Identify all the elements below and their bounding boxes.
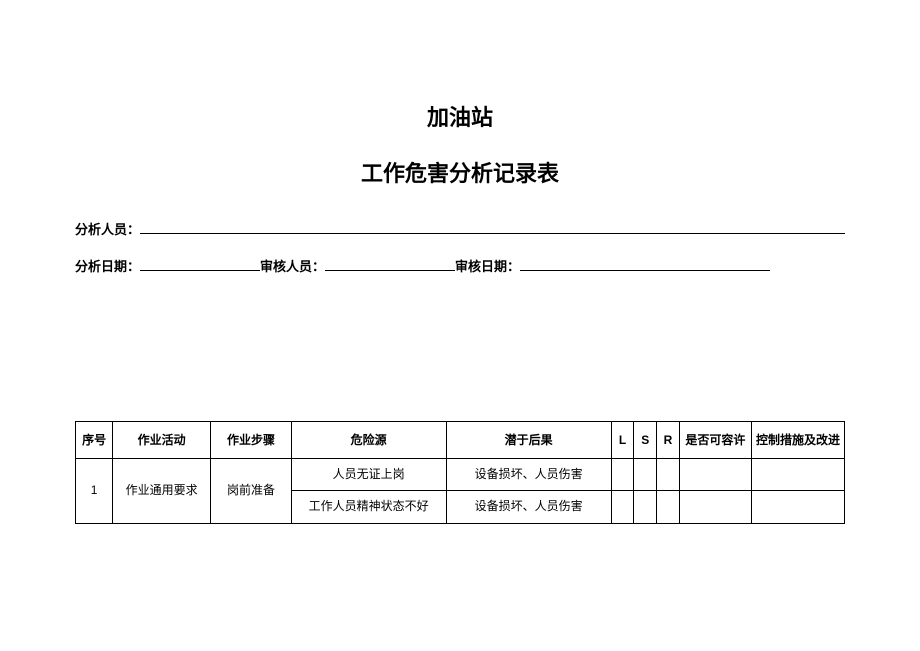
cell-hazard: 工作人员精神状态不好 (291, 491, 446, 523)
table-row: 1 作业通用要求 岗前准备 人员无证上岗 设备损坏、人员伤害 (76, 459, 845, 491)
cell-control (752, 491, 845, 523)
cell-s (634, 459, 657, 491)
cell-seq: 1 (76, 459, 113, 523)
col-r: R (657, 422, 680, 459)
col-hazard: 危险源 (291, 422, 446, 459)
review-date-line (520, 256, 770, 271)
cell-consequence: 设备损坏、人员伤害 (446, 459, 611, 491)
form-fields: 分析人员： 分析日期： 审核人员： 审核日期： (75, 216, 845, 281)
cell-acceptable (679, 491, 751, 523)
cell-l (611, 459, 634, 491)
cell-hazard: 人员无证上岗 (291, 459, 446, 491)
cell-step: 岗前准备 (211, 459, 292, 523)
date-reviewer-row: 分析日期： 审核人员： 审核日期： (75, 253, 845, 282)
review-date-label: 审核日期： (455, 253, 520, 282)
col-control: 控制措施及改进 (752, 422, 845, 459)
cell-acceptable (679, 459, 751, 491)
cell-r (657, 491, 680, 523)
col-l: L (611, 422, 634, 459)
table-header-row: 序号 作业活动 作业步骤 危险源 潜于后果 L S R 是否可容许 控制措施及改… (76, 422, 845, 459)
analyst-label: 分析人员： (75, 216, 140, 245)
page-title-main: 加油站 (75, 100, 845, 132)
cell-l (611, 491, 634, 523)
col-seq: 序号 (76, 422, 113, 459)
col-activity: 作业活动 (113, 422, 211, 459)
col-consequence: 潜于后果 (446, 422, 611, 459)
page-title-sub: 工作危害分析记录表 (75, 156, 845, 188)
col-step: 作业步骤 (211, 422, 292, 459)
analyst-row: 分析人员： (75, 216, 845, 245)
cell-r (657, 459, 680, 491)
analysis-date-label: 分析日期： (75, 253, 140, 282)
cell-s (634, 491, 657, 523)
analyst-line (140, 219, 845, 234)
cell-consequence: 设备损坏、人员伤害 (446, 491, 611, 523)
cell-activity: 作业通用要求 (113, 459, 211, 523)
col-s: S (634, 422, 657, 459)
analysis-date-line (140, 256, 260, 271)
hazard-table: 序号 作业活动 作业步骤 危险源 潜于后果 L S R 是否可容许 控制措施及改… (75, 421, 845, 523)
reviewer-line (325, 256, 455, 271)
reviewer-label: 审核人员： (260, 253, 325, 282)
col-acceptable: 是否可容许 (679, 422, 751, 459)
hazard-table-wrap: 序号 作业活动 作业步骤 危险源 潜于后果 L S R 是否可容许 控制措施及改… (75, 421, 845, 523)
cell-control (752, 459, 845, 491)
